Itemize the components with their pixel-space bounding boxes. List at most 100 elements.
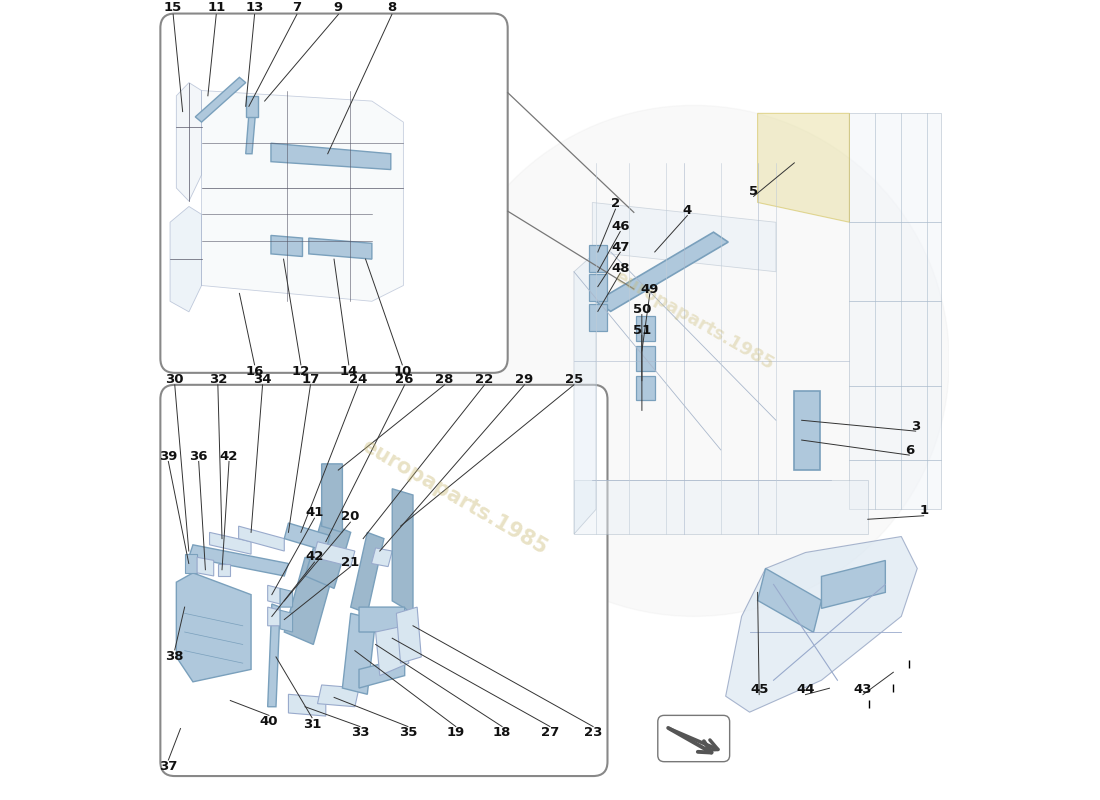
Polygon shape bbox=[321, 464, 342, 532]
Polygon shape bbox=[201, 90, 404, 302]
Text: 10: 10 bbox=[393, 365, 411, 378]
Polygon shape bbox=[588, 304, 607, 331]
Text: 40: 40 bbox=[260, 715, 278, 728]
Polygon shape bbox=[351, 532, 384, 614]
Text: 13: 13 bbox=[245, 2, 264, 14]
Polygon shape bbox=[342, 614, 375, 694]
Polygon shape bbox=[267, 604, 280, 706]
Text: 15: 15 bbox=[164, 2, 183, 14]
Text: 28: 28 bbox=[436, 373, 454, 386]
Text: 12: 12 bbox=[292, 365, 310, 378]
Text: 7: 7 bbox=[293, 2, 301, 14]
FancyBboxPatch shape bbox=[161, 14, 508, 373]
Polygon shape bbox=[271, 235, 303, 257]
Circle shape bbox=[438, 106, 949, 616]
Text: 4: 4 bbox=[683, 204, 692, 218]
Polygon shape bbox=[758, 114, 849, 222]
Text: 45: 45 bbox=[750, 683, 769, 696]
Polygon shape bbox=[176, 82, 201, 201]
Text: 6: 6 bbox=[904, 444, 914, 457]
Polygon shape bbox=[176, 573, 251, 682]
Text: 43: 43 bbox=[854, 683, 872, 696]
Polygon shape bbox=[185, 554, 197, 573]
Polygon shape bbox=[359, 607, 405, 688]
Text: 14: 14 bbox=[340, 365, 358, 378]
Polygon shape bbox=[849, 114, 942, 510]
Text: 11: 11 bbox=[207, 2, 226, 14]
Text: europaparts.1985: europaparts.1985 bbox=[610, 268, 777, 374]
Polygon shape bbox=[794, 390, 820, 470]
Text: 2: 2 bbox=[610, 197, 620, 210]
Text: 42: 42 bbox=[220, 450, 239, 463]
Text: 22: 22 bbox=[475, 373, 494, 386]
Polygon shape bbox=[218, 563, 230, 576]
Polygon shape bbox=[245, 96, 258, 117]
Polygon shape bbox=[271, 143, 390, 170]
Text: 48: 48 bbox=[610, 262, 629, 274]
Polygon shape bbox=[210, 532, 251, 554]
Text: 50: 50 bbox=[632, 303, 651, 316]
Text: 16: 16 bbox=[245, 365, 264, 378]
Polygon shape bbox=[267, 586, 280, 604]
Polygon shape bbox=[189, 545, 288, 576]
Polygon shape bbox=[588, 274, 607, 302]
Text: 3: 3 bbox=[911, 420, 921, 433]
Polygon shape bbox=[284, 523, 330, 551]
Text: 37: 37 bbox=[160, 760, 177, 773]
Polygon shape bbox=[280, 610, 293, 632]
Polygon shape bbox=[637, 316, 654, 341]
Text: 31: 31 bbox=[302, 718, 321, 730]
Polygon shape bbox=[596, 232, 728, 311]
Text: 27: 27 bbox=[541, 726, 559, 738]
Text: 44: 44 bbox=[796, 683, 815, 696]
Text: 24: 24 bbox=[349, 373, 367, 386]
Text: 8: 8 bbox=[387, 2, 396, 14]
Polygon shape bbox=[396, 607, 421, 663]
Text: 39: 39 bbox=[160, 450, 177, 463]
Polygon shape bbox=[239, 526, 284, 551]
Text: 34: 34 bbox=[253, 373, 272, 386]
FancyBboxPatch shape bbox=[658, 715, 729, 762]
Polygon shape bbox=[637, 346, 654, 370]
Polygon shape bbox=[305, 520, 351, 589]
Text: 38: 38 bbox=[165, 650, 184, 662]
Polygon shape bbox=[197, 558, 213, 576]
Polygon shape bbox=[375, 626, 409, 676]
Polygon shape bbox=[574, 252, 596, 534]
Polygon shape bbox=[822, 561, 886, 608]
Polygon shape bbox=[245, 114, 255, 154]
Polygon shape bbox=[758, 569, 822, 632]
Polygon shape bbox=[592, 202, 776, 272]
Text: 23: 23 bbox=[584, 726, 603, 738]
Text: 19: 19 bbox=[447, 726, 465, 738]
Text: 21: 21 bbox=[341, 555, 360, 569]
Text: 17: 17 bbox=[301, 373, 320, 386]
Polygon shape bbox=[284, 558, 334, 645]
Polygon shape bbox=[372, 548, 393, 566]
Polygon shape bbox=[574, 480, 868, 534]
Polygon shape bbox=[280, 589, 293, 607]
Text: 18: 18 bbox=[493, 726, 512, 738]
FancyBboxPatch shape bbox=[161, 385, 607, 776]
Text: 51: 51 bbox=[632, 324, 651, 337]
Polygon shape bbox=[314, 542, 355, 566]
Text: europaparts.1985: europaparts.1985 bbox=[358, 435, 550, 558]
Text: 1: 1 bbox=[920, 505, 928, 518]
Text: 49: 49 bbox=[640, 282, 659, 295]
Text: 36: 36 bbox=[189, 450, 208, 463]
Text: 9: 9 bbox=[334, 2, 343, 14]
Text: 20: 20 bbox=[341, 510, 360, 523]
Text: 26: 26 bbox=[396, 373, 414, 386]
Polygon shape bbox=[309, 238, 372, 259]
Text: 25: 25 bbox=[564, 373, 583, 386]
Polygon shape bbox=[267, 607, 280, 626]
Polygon shape bbox=[393, 489, 412, 614]
Polygon shape bbox=[588, 245, 607, 272]
Polygon shape bbox=[726, 537, 917, 712]
Text: 29: 29 bbox=[515, 373, 534, 386]
Polygon shape bbox=[170, 206, 201, 312]
Text: 47: 47 bbox=[612, 241, 629, 254]
Polygon shape bbox=[196, 78, 245, 122]
Text: 35: 35 bbox=[398, 726, 417, 738]
Polygon shape bbox=[318, 685, 359, 706]
